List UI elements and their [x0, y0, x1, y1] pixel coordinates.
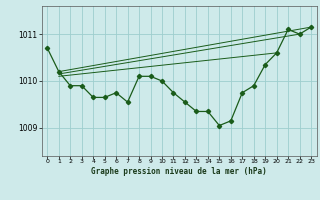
- X-axis label: Graphe pression niveau de la mer (hPa): Graphe pression niveau de la mer (hPa): [91, 167, 267, 176]
